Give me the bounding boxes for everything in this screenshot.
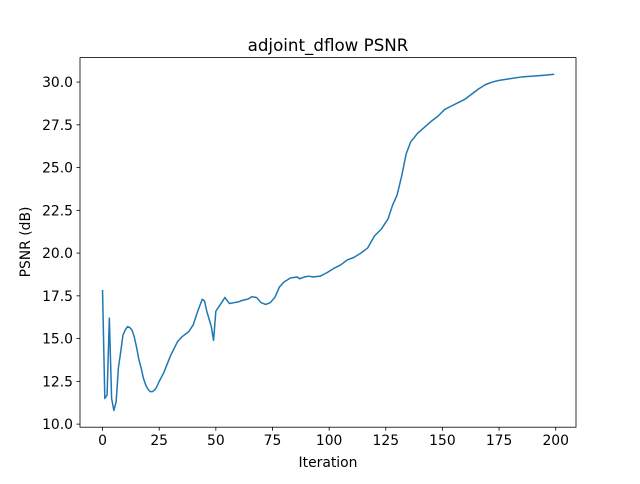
x-tick-label: 75 [264, 433, 282, 449]
y-tick-label: 22.5 [42, 203, 73, 219]
y-axis-label: PSNR (dB) [18, 207, 34, 278]
x-axis-label: Iteration [299, 455, 358, 471]
y-tick-label: 17.5 [42, 289, 73, 305]
y-tick-label: 12.5 [42, 374, 73, 390]
x-tick-label: 125 [373, 433, 400, 449]
x-tick-label: 150 [429, 433, 456, 449]
y-tick-label: 25.0 [42, 161, 73, 177]
x-tick-label: 0 [98, 433, 107, 449]
plot-frame [79, 57, 577, 428]
x-tick-label: 100 [316, 433, 343, 449]
y-tick-label: 20.0 [42, 246, 73, 262]
y-tick-label: 10.0 [42, 417, 73, 433]
x-tick-label: 25 [150, 433, 168, 449]
x-tick-label: 175 [486, 433, 513, 449]
y-tick-label: 15.0 [42, 332, 73, 348]
x-tick-label: 200 [542, 433, 569, 449]
y-tick-label: 27.5 [42, 118, 73, 134]
data-line [101, 73, 555, 412]
y-tick-label: 30.0 [42, 75, 73, 91]
x-tick-label: 50 [207, 433, 225, 449]
chart-title: adjoint_dflow PSNR [248, 35, 409, 56]
